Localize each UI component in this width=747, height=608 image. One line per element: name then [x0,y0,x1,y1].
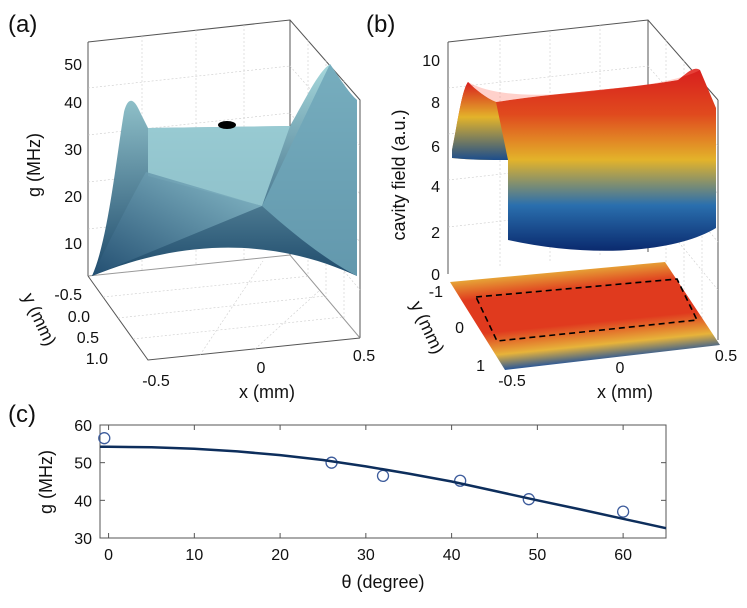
panel-c-series [98,432,667,530]
panel-b-xtick: 0 [616,360,625,377]
panel-c-ytick-label: 60 [74,418,92,435]
panel-a-ztick: 40 [64,95,82,112]
panel-c-ticks: 0 10 20 30 40 50 60 30 40 50 60 [74,418,666,564]
panel-c-xtick-label: 50 [528,547,546,564]
panel-c-ylabel: g (MHz) [36,450,56,514]
panel-c-xtick-label: 40 [443,547,461,564]
panel-c-data-point [98,432,111,445]
panel-c-label: (c) [8,401,36,428]
panel-b-ytick: -1 [429,284,443,301]
panel-a-axes-box [87,19,361,361]
panel-b-ztick: 2 [431,225,440,242]
panel-b-ztick: 6 [431,139,440,156]
panel-b-xticks: -0.5 0 0.5 [498,348,737,390]
panel-a-zlabel: g (MHz) [24,133,44,197]
panel-b-ztick: 10 [422,53,440,70]
panel-b: (b) [366,11,737,402]
panel-c-xtick-label: 60 [614,547,632,564]
panel-a-marker [218,121,236,129]
panel-a-xtick: 0.5 [353,348,375,365]
panel-c-xtick-label: 30 [357,547,375,564]
panel-a-label: (a) [8,11,37,38]
panel-c-plot-area [99,424,667,539]
panel-c-data-point [454,474,467,487]
panel-c-fit-line [100,445,667,530]
panel-a-xtick: -0.5 [142,373,170,390]
panel-b-zlabel: cavity field (a.u.) [389,109,409,240]
panel-c-xtick-label: 10 [185,547,203,564]
panel-b-ztick: 8 [431,95,440,112]
panel-b-label: (b) [366,11,395,38]
panel-b-zticks: 0 2 4 6 8 10 [422,53,440,284]
panel-c-ytick-label: 50 [74,456,92,473]
panel-b-ylabel: y (mm) [407,298,449,357]
panel-b-ztick: 0 [431,267,440,284]
panel-a-xlabel: x (mm) [239,382,295,402]
panel-c-ytick-label: 40 [74,493,92,510]
panel-a-ztick: 10 [64,236,82,253]
panel-b-ztick: 4 [431,179,440,196]
panel-c-xtick-label: 20 [271,547,289,564]
panel-b-surface [450,68,720,370]
panel-c-xlabel: θ (degree) [341,572,424,592]
panel-a-ztick: 20 [64,189,82,206]
panel-a-ytick: 1.0 [86,351,108,368]
panel-b-xtick: -0.5 [498,373,526,390]
panel-b-xtick: 0.5 [715,348,737,365]
panel-a-xtick: 0 [257,360,266,377]
panel-a-zticks: 10 20 30 40 50 [64,57,82,253]
panel-a-xticks: -0.5 0 0.5 [142,348,375,390]
panel-a-ztick: 50 [64,57,82,74]
panel-c-xtick-label: 0 [104,547,113,564]
panel-c-ytick-label: 30 [74,531,92,548]
panel-a-ytick: 0.0 [68,309,90,326]
panel-a-ytick: 0.5 [77,330,99,347]
panel-a-ztick: 30 [64,142,82,159]
panel-c-data-point [616,505,630,518]
panel-b-ytick: 0 [455,320,464,337]
panel-b-xlabel: x (mm) [597,382,653,402]
panel-c-data-point [376,469,390,483]
panel-c: (c) 0 10 20 30 40 50 60 30 40 50 60 θ (degree) g (… [8,401,667,592]
panel-a: (a) [8,11,375,402]
panel-a-yticks: -0.5 0.0 0.5 1.0 [54,287,108,368]
panel-b-yticks: -1 0 1 [429,284,485,375]
panel-b-ytick: 1 [476,358,485,375]
panel-a-surface [92,64,357,276]
panel-a-ytick: -0.5 [54,287,82,304]
